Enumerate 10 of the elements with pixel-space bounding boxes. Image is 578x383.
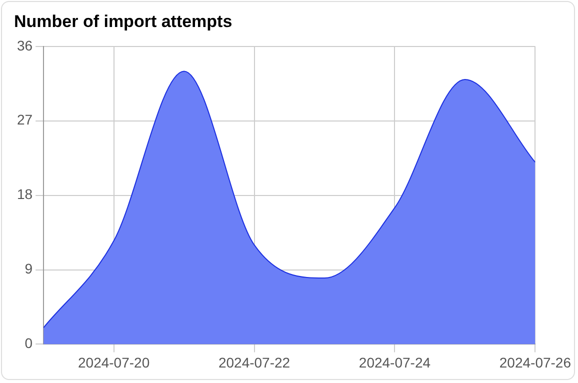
x-tick-label: 2024-07-22	[218, 354, 290, 370]
x-tick-label: 2024-07-20	[78, 354, 150, 370]
y-tick-label: 27	[16, 112, 33, 128]
chart-title: Number of import attempts	[14, 12, 232, 31]
y-tick-label: 9	[24, 260, 33, 277]
y-tick-label: 0	[24, 335, 33, 352]
y-tick-label: 36	[16, 37, 33, 54]
x-tick-label: 2024-07-26	[499, 354, 572, 370]
y-tick-label: 18	[16, 186, 33, 202]
x-tick-label: 2024-07-24	[358, 354, 431, 370]
